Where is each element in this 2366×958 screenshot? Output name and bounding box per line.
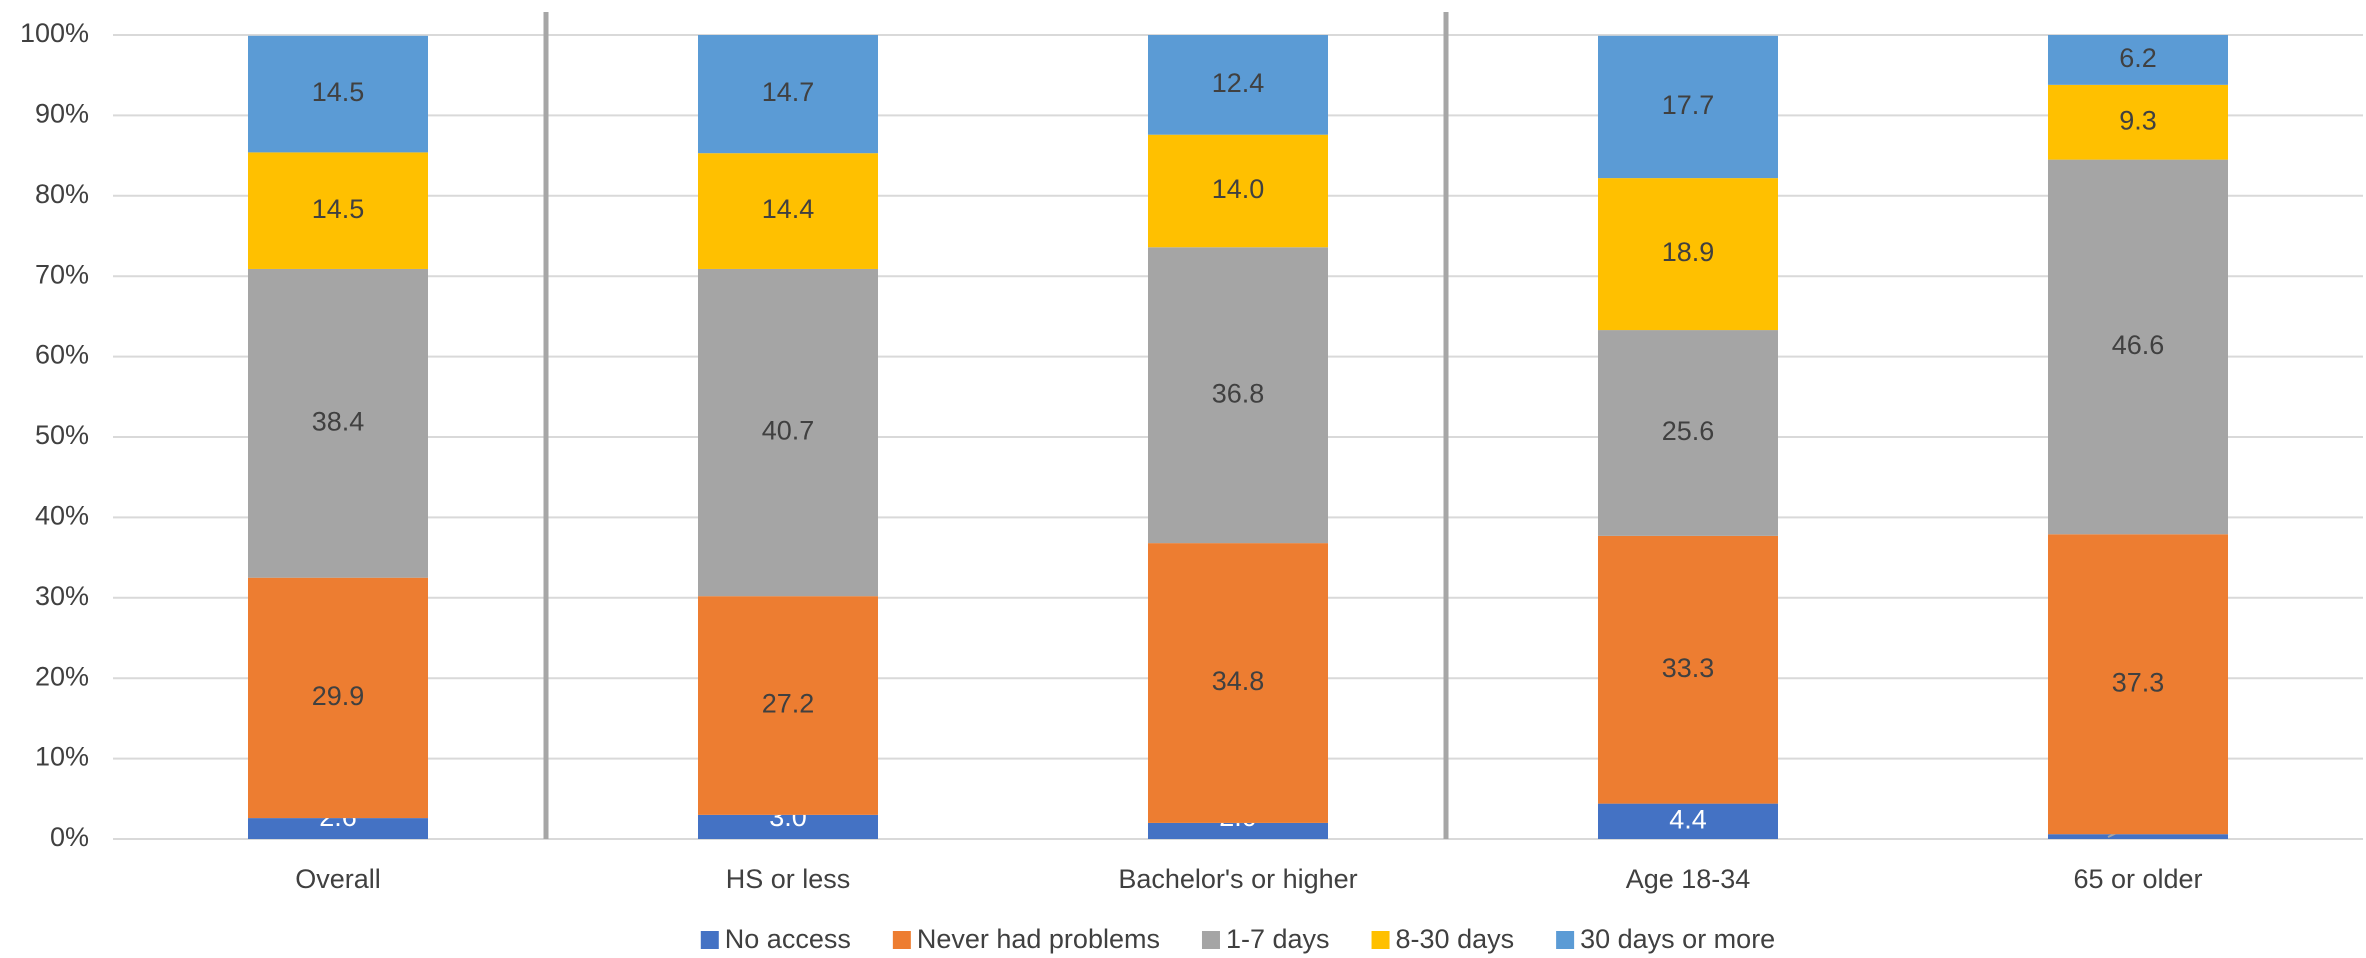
bar-segment: [248, 35, 428, 153]
data-label: 14.7: [762, 77, 815, 107]
bar-segment: [1598, 330, 1778, 536]
bar-segment: [1598, 35, 1778, 179]
y-tick-label: 20%: [35, 661, 89, 691]
y-tick-label: 80%: [35, 179, 89, 209]
y-tick-label: 40%: [35, 501, 89, 531]
data-label: 36.8: [1212, 378, 1265, 408]
data-label: 17.7: [1662, 90, 1715, 120]
bar-segment: [2048, 35, 2228, 85]
x-tick-label: Age 18-34: [1626, 864, 1751, 894]
legend-marker: [1556, 931, 1575, 949]
y-tick-label: 100%: [20, 18, 89, 48]
data-label: 4.4: [1669, 804, 1707, 834]
data-label: 9.3: [2119, 105, 2157, 135]
legend-marker: [700, 931, 719, 949]
bar-segment: [698, 35, 878, 154]
data-label: 14.5: [312, 77, 365, 107]
y-tick-label: 60%: [35, 340, 89, 370]
data-label: 14.4: [762, 194, 815, 224]
bar-segment: [698, 596, 878, 815]
bar-segment: [248, 577, 428, 819]
y-tick-label: 70%: [35, 259, 89, 289]
legend-marker: [892, 931, 911, 949]
x-tick-label: HS or less: [726, 864, 851, 894]
y-tick-label: 90%: [35, 99, 89, 129]
bar-segment: [2048, 534, 2228, 835]
bar-segment: [248, 268, 428, 578]
data-label: 14.5: [312, 194, 365, 224]
legend-label: Never had problems: [917, 924, 1160, 954]
data-label: 14.0: [1212, 174, 1265, 204]
legend-marker: [1371, 931, 1390, 949]
bar-segment: [1148, 247, 1328, 544]
bar-segment: [698, 153, 878, 269]
bar-segment: [2048, 84, 2228, 160]
bar-segment: [1598, 535, 1778, 804]
x-tick-label: 65 or older: [2073, 864, 2202, 894]
data-label: 18.9: [1662, 237, 1715, 267]
bar-segment: [1148, 822, 1328, 839]
y-tick-label: 30%: [35, 581, 89, 611]
bar-segment: [1148, 543, 1328, 823]
bar-segment: [2048, 159, 2228, 535]
data-label: 27.2: [762, 689, 815, 719]
data-label: 29.9: [312, 681, 365, 711]
data-label: 38.4: [312, 406, 365, 436]
legend-label: 8-30 days: [1396, 924, 1515, 954]
legend-label: 1-7 days: [1226, 924, 1330, 954]
legend-label: 30 days or more: [1580, 924, 1775, 954]
bar-segment: [248, 152, 428, 269]
data-label: 34.8: [1212, 666, 1265, 696]
data-label: 40.7: [762, 416, 815, 446]
bar-segment: [1598, 803, 1778, 839]
data-label: 25.6: [1662, 416, 1715, 446]
bar-segment: [698, 814, 878, 839]
bar-segment: [2048, 834, 2228, 839]
data-label: 6.2: [2119, 43, 2157, 73]
y-tick-label: 0%: [50, 822, 89, 852]
bar-segment: [1148, 134, 1328, 248]
x-tick-label: Bachelor's or higher: [1118, 864, 1357, 894]
bar-segment: [698, 268, 878, 597]
y-tick-label: 50%: [35, 420, 89, 450]
data-label: 33.3: [1662, 653, 1715, 683]
bar-segment: [1598, 178, 1778, 331]
x-tick-label: Overall: [295, 864, 381, 894]
data-label: 37.3: [2112, 667, 2165, 697]
y-tick-label: 10%: [35, 742, 89, 772]
data-label: 46.6: [2112, 330, 2165, 360]
bar-segment: [248, 818, 428, 839]
bar-segment: [1148, 35, 1328, 135]
legend-marker: [1201, 931, 1220, 949]
legend-label: No access: [725, 924, 851, 954]
data-label: 12.4: [1212, 68, 1265, 98]
